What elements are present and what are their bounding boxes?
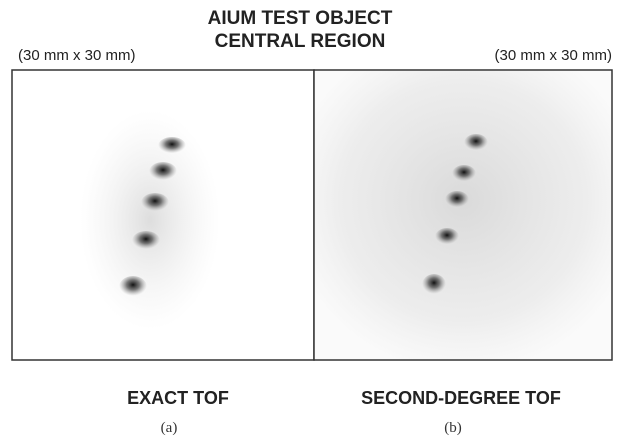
panel-caption: SECOND-DEGREE TOF [361, 388, 561, 408]
size-label: (30 mm x 30 mm) [494, 47, 612, 64]
image-panel [314, 70, 612, 360]
panel-caption: EXACT TOF [127, 388, 229, 408]
title-line: CENTRAL REGION [215, 31, 386, 52]
title-line: AIUM TEST OBJECT [208, 8, 393, 29]
image-panel [12, 70, 314, 360]
figure: AIUM TEST OBJECT CENTRAL REGION (30 mm x… [0, 0, 619, 440]
size-label: (30 mm x 30 mm) [18, 47, 136, 64]
panel-label: (b) [444, 420, 462, 436]
panel-label: (a) [161, 420, 178, 436]
